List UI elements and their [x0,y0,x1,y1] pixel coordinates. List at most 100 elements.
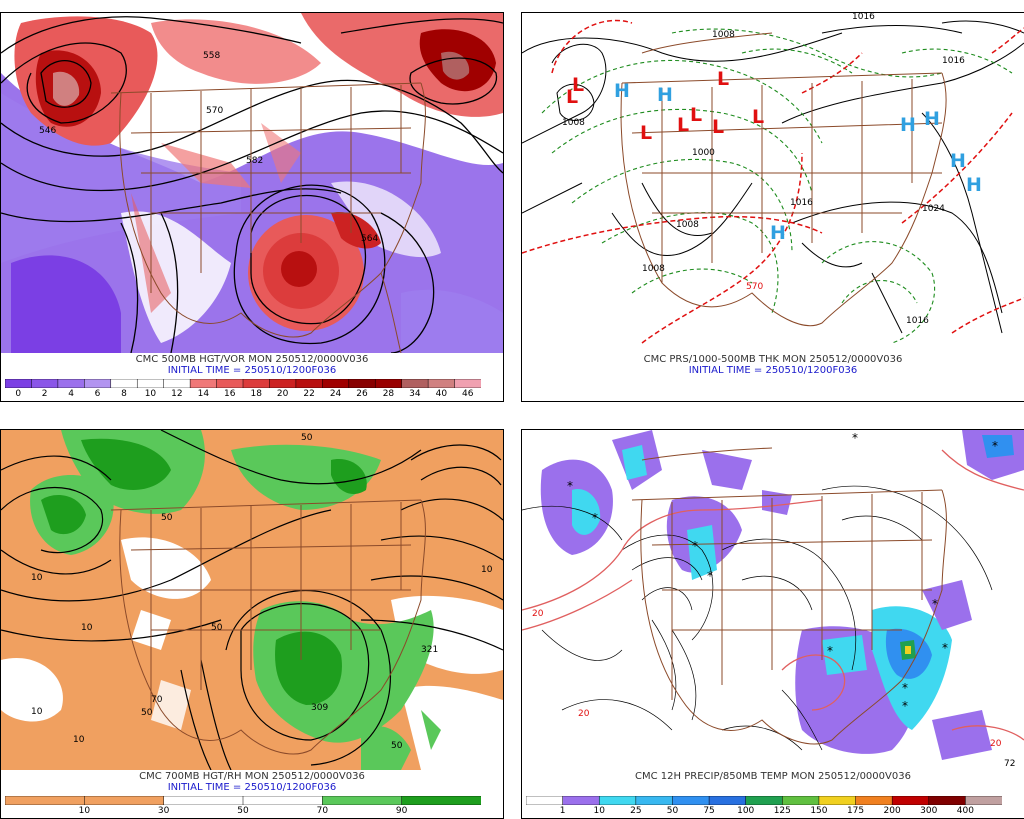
colorbar-label: 30 [157,806,170,816]
svg-text:*: * [592,511,598,525]
colorbar-label: 16 [224,389,236,399]
contour-label: 50 [301,433,313,443]
colorbar-swatch [401,796,481,805]
panel-500mb-hgt-vort: 558 546 570 582 564 CMC 500MB HGT/VOR MO… [0,12,504,402]
colorbar-swatch [5,796,86,805]
high-pressure-marker: H [900,114,916,136]
colorbar-swatch [163,796,244,805]
colorbar-label: 150 [810,806,828,816]
contour-label: 1008 [676,220,699,230]
contour-label: 1024 [922,204,945,214]
contour-label: 1000 [692,148,715,158]
high-pressure-marker: H [924,108,940,130]
contour-label: 546 [39,126,56,136]
low-pressure-marker: L [566,86,578,108]
colorbar-label: 90 [395,806,408,816]
low-pressure-marker: L [640,122,652,144]
svg-text:*: * [942,641,948,655]
colorbar-label: 300 [920,806,938,816]
colorbar-label: 2 [41,389,48,399]
colorbar-label: 20 [276,389,289,399]
svg-text:*: * [932,597,938,611]
panel-prs-thickness: 1008 1000 1016 1008 1024 1008 570 1016 1… [521,12,1024,402]
colorbar-swatch [891,796,930,805]
colorbar-swatch [526,796,564,805]
colorbar-label: 50 [237,806,249,816]
contour-label: 10 [81,623,93,633]
contour-label: 50 [391,741,403,751]
colorbar-swatch [965,796,1002,805]
contour-label: 321 [421,645,438,655]
contour-label: 50 [141,708,153,718]
colorbar-swatch [672,796,710,805]
high-pressure-marker: H [950,150,966,172]
colorbar-label: 40 [435,389,448,399]
low-pressure-marker: L [712,116,724,138]
contour-label: 570 [206,106,223,116]
initial-time: INITIAL TIME = 250510/1200F036 [688,365,858,376]
contour-label: 10 [73,735,85,745]
low-pressure-marker: L [572,74,584,96]
colorbar-swatch [242,379,271,388]
colorbar-label: 175 [846,806,865,816]
contour-label: 1008 [642,264,665,274]
colorbar-label: 8 [121,389,127,399]
colorbar-label: 125 [773,806,791,816]
svg-text:*: * [992,439,998,453]
colorbar-swatch [598,796,637,805]
colorbar-swatch [708,796,747,805]
panel-caption: CMC 12H PRECIP/850MB TEMP MON 250512/000… [635,771,911,782]
colorbar-swatch [136,379,165,388]
colorbar-swatch [322,379,350,388]
colorbar-swatch [855,796,893,805]
contour-label: 558 [203,51,220,61]
initial-time: INITIAL TIME = 250510/1200F036 [167,782,337,793]
contour-label: 70 [151,695,163,705]
colorbar-swatch [295,379,324,388]
colorbar-swatch [427,379,456,388]
contour-label: 1016 [790,198,813,208]
svg-text:*: * [902,681,908,695]
map-700mb: 10 50 10 50 70 10 10 321 309 50 10 50 50 [1,430,503,770]
panel-caption: CMC 700MB HGT/RH MON 250512/0000V036 [139,771,365,782]
colorbar-swatch [348,379,376,388]
colorbar-swatch [928,796,967,805]
contour-label: 20 [578,709,590,719]
low-pressure-marker: L [677,114,689,136]
contour-label: 570 [746,282,763,292]
colorbar-swatch [454,379,481,388]
colorbar-label: 50 [666,806,679,816]
colorbar-label: 18 [250,389,262,399]
colorbar-precip [526,796,1002,805]
panel-caption: CMC PRS/1000-500MB THK MON 250512/0000V0… [643,354,903,365]
colorbar-label: 28 [382,389,395,399]
contour-label: 10 [481,565,493,575]
contour-label: 20 [990,739,1002,749]
colorbar-label: 25 [630,806,642,816]
colorbar-swatch [84,379,112,388]
colorbar-swatch [562,796,600,805]
colorbar-swatch [374,379,403,388]
contour-label: 1016 [852,13,875,22]
svg-text:*: * [692,539,698,553]
colorbar-label: 24 [329,389,342,399]
contour-label: 1008 [712,30,735,40]
high-pressure-marker: H [614,80,630,102]
contour-label: 1016 [942,56,965,66]
colorbar-swatch [84,796,165,805]
colorbar-label: 100 [737,806,755,816]
map-prs-thk: 1008 1000 1016 1008 1024 1008 570 1016 1… [522,13,1024,353]
colorbar-swatch [5,379,33,388]
contour-label: 309 [311,703,328,713]
colorbar-swatch [818,796,857,805]
colorbar-swatch [189,379,218,388]
colorbar-label: 10 [593,806,605,816]
high-pressure-marker: H [657,84,673,106]
colorbar-swatch [635,796,674,805]
colorbar-label: 6 [94,389,101,399]
colorbar-swatch [110,379,138,388]
colorbar-label: 10 [78,806,91,816]
panel-caption: CMC 500MB HGT/VOR MON 250512/0000V036 [135,354,369,365]
colorbar-label: 70 [316,806,329,816]
contour-label: 50 [161,513,173,523]
